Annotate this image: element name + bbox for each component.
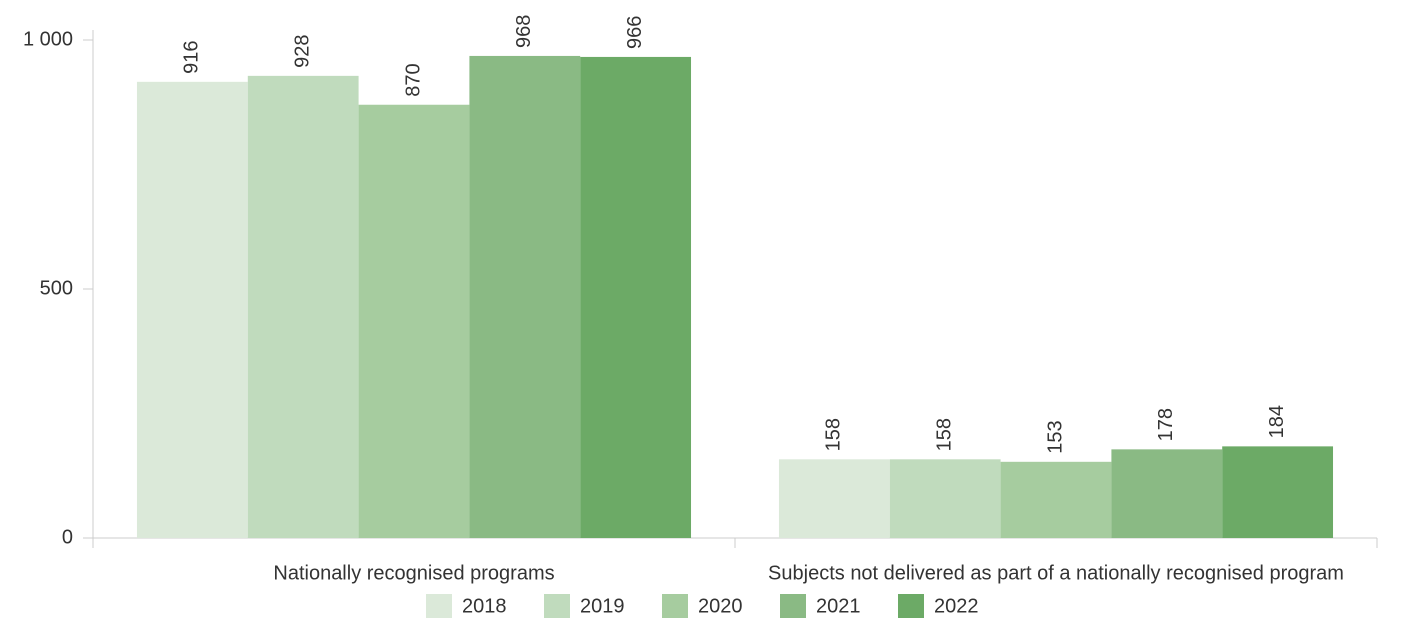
bar — [247, 75, 359, 538]
legend-label: 2020 — [698, 595, 743, 617]
legend-swatch — [780, 594, 806, 618]
y-tick-label: 500 — [40, 277, 73, 299]
data-label: 916 — [181, 40, 203, 73]
legend-swatch — [662, 594, 688, 618]
data-label: 184 — [1266, 405, 1288, 438]
data-label: 928 — [291, 34, 313, 67]
bar — [358, 104, 470, 539]
legend-label: 2021 — [816, 595, 861, 617]
legend-swatch — [898, 594, 924, 618]
data-label: 966 — [624, 16, 646, 49]
data-label: 158 — [823, 418, 845, 451]
data-label: 178 — [1155, 408, 1177, 441]
bar — [580, 56, 692, 538]
y-tick-label: 1 000 — [23, 28, 73, 50]
bar — [136, 81, 248, 538]
data-label: 870 — [402, 63, 424, 96]
x-tick-label: Nationally recognised programs — [273, 562, 554, 584]
bar — [889, 459, 1001, 538]
legend-swatch — [544, 594, 570, 618]
bar — [1111, 449, 1223, 538]
legend-label: 2022 — [934, 595, 979, 617]
data-label: 968 — [513, 15, 535, 48]
x-tick-label: Subjects not delivered as part of a nati… — [768, 562, 1344, 584]
legend-label: 2019 — [580, 595, 625, 617]
legend-swatch — [426, 594, 452, 618]
bar — [778, 459, 890, 538]
bar — [469, 55, 581, 538]
legend-label: 2018 — [462, 595, 507, 617]
data-label: 158 — [933, 418, 955, 451]
y-tick-label: 0 — [62, 526, 73, 548]
bar — [1222, 446, 1334, 538]
data-label: 153 — [1044, 420, 1066, 453]
bar — [1000, 461, 1112, 538]
